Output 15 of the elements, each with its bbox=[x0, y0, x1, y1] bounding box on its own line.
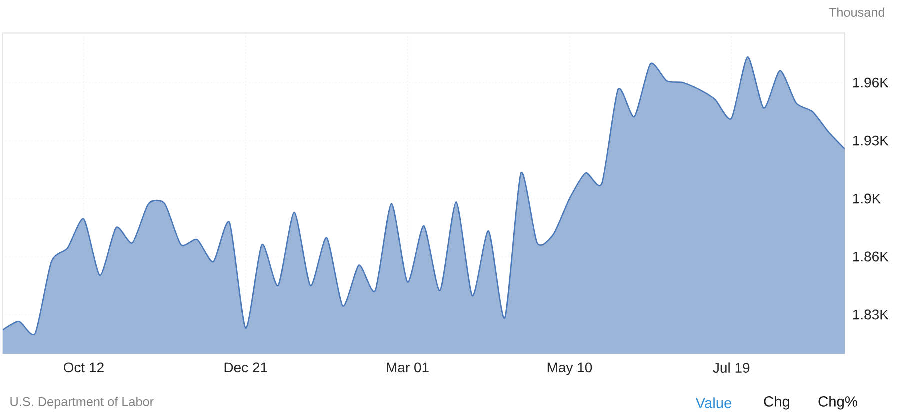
x-tick-label: May 10 bbox=[548, 362, 592, 376]
x-tick-label: Oct 12 bbox=[64, 362, 104, 373]
y-tick-label: 1.93K bbox=[853, 136, 889, 146]
x-tick-label: Mar 01 bbox=[387, 362, 429, 373]
text: Value bbox=[696, 398, 732, 408]
y-tick-label: 1.9K bbox=[853, 194, 882, 204]
text: Chg bbox=[764, 396, 790, 410]
y-tick-label: 1.83K bbox=[853, 310, 889, 320]
text: U.S. Department of Labor bbox=[10, 397, 154, 409]
y-axis-title: Thousand bbox=[829, 8, 884, 18]
x-tick-label: Dec 21 bbox=[224, 362, 268, 373]
y-tick-label: 1.86K bbox=[853, 252, 889, 262]
x-tick-label: Jul 19 bbox=[713, 362, 750, 373]
y-tick-label: 1.96K bbox=[853, 78, 889, 88]
text: Chg% bbox=[818, 396, 858, 410]
